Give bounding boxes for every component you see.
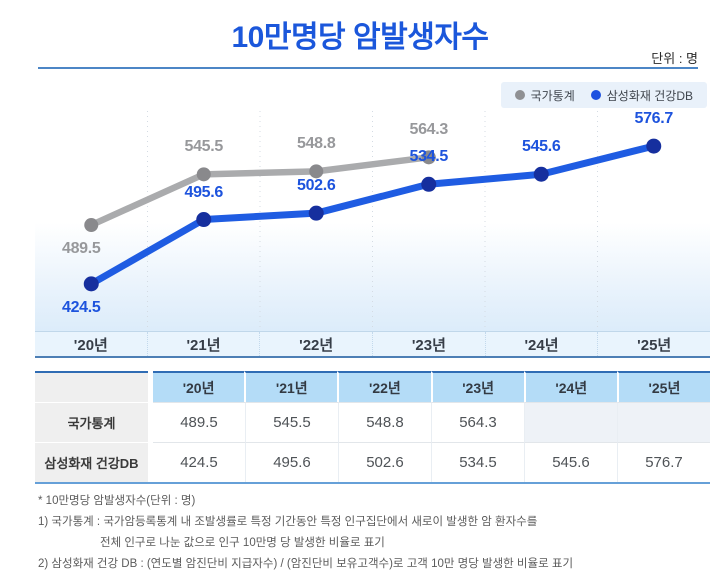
table-cell: 424.5 (153, 442, 245, 482)
table-cell-empty (524, 402, 617, 442)
table-row-samsung-health-db: 삼성화재 건강DB 424.5 495.6 502.6 534.5 545.6 … (35, 442, 710, 482)
x-axis-band: '20년 '21년 '22년 '23년 '24년 '25년 (35, 331, 710, 358)
table-cell: 495.6 (245, 442, 338, 482)
x-axis-label: '21년 (146, 332, 260, 356)
chart-legend: 국가통계 삼성화재 건강DB (500, 82, 707, 108)
data-point-label: 502.6 (296, 177, 336, 195)
legend-label: 국가통계 (530, 88, 575, 103)
x-axis-label: '24년 (484, 332, 598, 356)
footnote-line: 2) 삼성화재 건강 DB : (연도별 암진단비 지급자수) / (암진단비 … (38, 558, 574, 570)
table-cell: 545.5 (245, 402, 338, 442)
legend-label: 삼성화재 건강DB (606, 88, 693, 103)
table-header-row: '20년 '21년 '22년 '23년 '24년 '25년 (35, 371, 711, 402)
page-title: 10만명당 암발생자수 (231, 21, 489, 54)
table-cell: 545.6 (524, 442, 617, 482)
row-label: 삼성화재 건강DB (35, 442, 148, 482)
data-point-label: 545.5 (184, 138, 224, 156)
data-point (308, 205, 324, 221)
footnote-line: * 10만명당 암발생자수(단위 : 명) (38, 495, 196, 507)
data-point-label: 495.6 (184, 183, 224, 201)
table-cell-empty (617, 402, 710, 442)
table-row-national-stats: 국가통계 489.5 545.5 548.8 564.3 (35, 402, 710, 442)
line-chart: 489.5 545.5 548.8 564.3 424.5 495.6 502.6 534.5… (35, 105, 710, 331)
footnotes: * 10만명당 암발생자수(단위 : 명) 1) 국가통계 : 국가암등록통계 … (38, 491, 573, 575)
footnote-line: 1) 국가통계 : 국가암등록통계 내 조발생률로 특정 기간동안 특정 인구집… (38, 516, 538, 528)
data-point-label: 424.5 (61, 298, 101, 316)
data-point (84, 218, 99, 233)
x-axis-label: '20년 (73, 336, 108, 354)
table-gap (148, 442, 153, 482)
data-point-label: 534.5 (409, 148, 449, 166)
data-point-label: 548.8 (296, 135, 336, 153)
table-gap (148, 371, 153, 402)
title-divider (38, 67, 698, 69)
line-chart-canvas (83, 111, 662, 331)
data-point (83, 276, 99, 292)
data-point (533, 166, 549, 182)
data-table: '20년 '21년 '22년 '23년 '24년 '25년 국가통계 489.5… (35, 371, 711, 484)
gray-dot-icon (514, 90, 525, 100)
data-point (196, 212, 212, 228)
table-header-cell: '22년 (337, 371, 431, 402)
series-line-1 (87, 142, 658, 288)
table-header-cell: '24년 (523, 371, 617, 402)
table-cell: 502.6 (338, 442, 431, 482)
data-point-label: 564.3 (409, 121, 449, 139)
x-axis-label: '25년 (597, 332, 710, 356)
unit-label: 단위 : 명 (651, 51, 698, 66)
table-bottom-border (35, 482, 710, 484)
data-point-label: 489.5 (61, 240, 101, 258)
table-header-cell: '20년 (153, 371, 245, 402)
table-header-cell: '21년 (244, 371, 338, 402)
table-corner-cell (35, 371, 148, 402)
legend-item-samsung-health-db: 삼성화재 건강DB (590, 87, 693, 104)
table-cell: 548.8 (338, 402, 431, 442)
table-cell: 534.5 (431, 442, 524, 482)
data-point (421, 176, 437, 192)
table-header-cell: '25년 (616, 371, 711, 402)
row-label: 국가통계 (35, 402, 148, 442)
table-header-cell: '23년 (430, 371, 524, 402)
data-point (309, 164, 324, 179)
table-cell: 489.5 (153, 402, 245, 442)
x-axis-label: '22년 (259, 332, 372, 356)
x-axis-label: '23년 (372, 332, 485, 356)
data-point-label: 545.6 (521, 138, 561, 156)
data-point (196, 167, 211, 182)
series-line-0 (88, 154, 432, 229)
table-cell: 576.7 (617, 442, 710, 482)
legend-item-national-stats: 국가통계 (514, 87, 575, 104)
footnote-line: 전체 인구로 나눈 값으로 인구 10만명 당 발생한 비율로 표기 (100, 537, 385, 549)
blue-dot-icon (590, 90, 601, 100)
table-cell: 564.3 (431, 402, 524, 442)
table-gap (148, 402, 153, 442)
data-point (421, 150, 436, 165)
data-point (646, 138, 662, 154)
data-point-label: 576.7 (634, 110, 674, 128)
